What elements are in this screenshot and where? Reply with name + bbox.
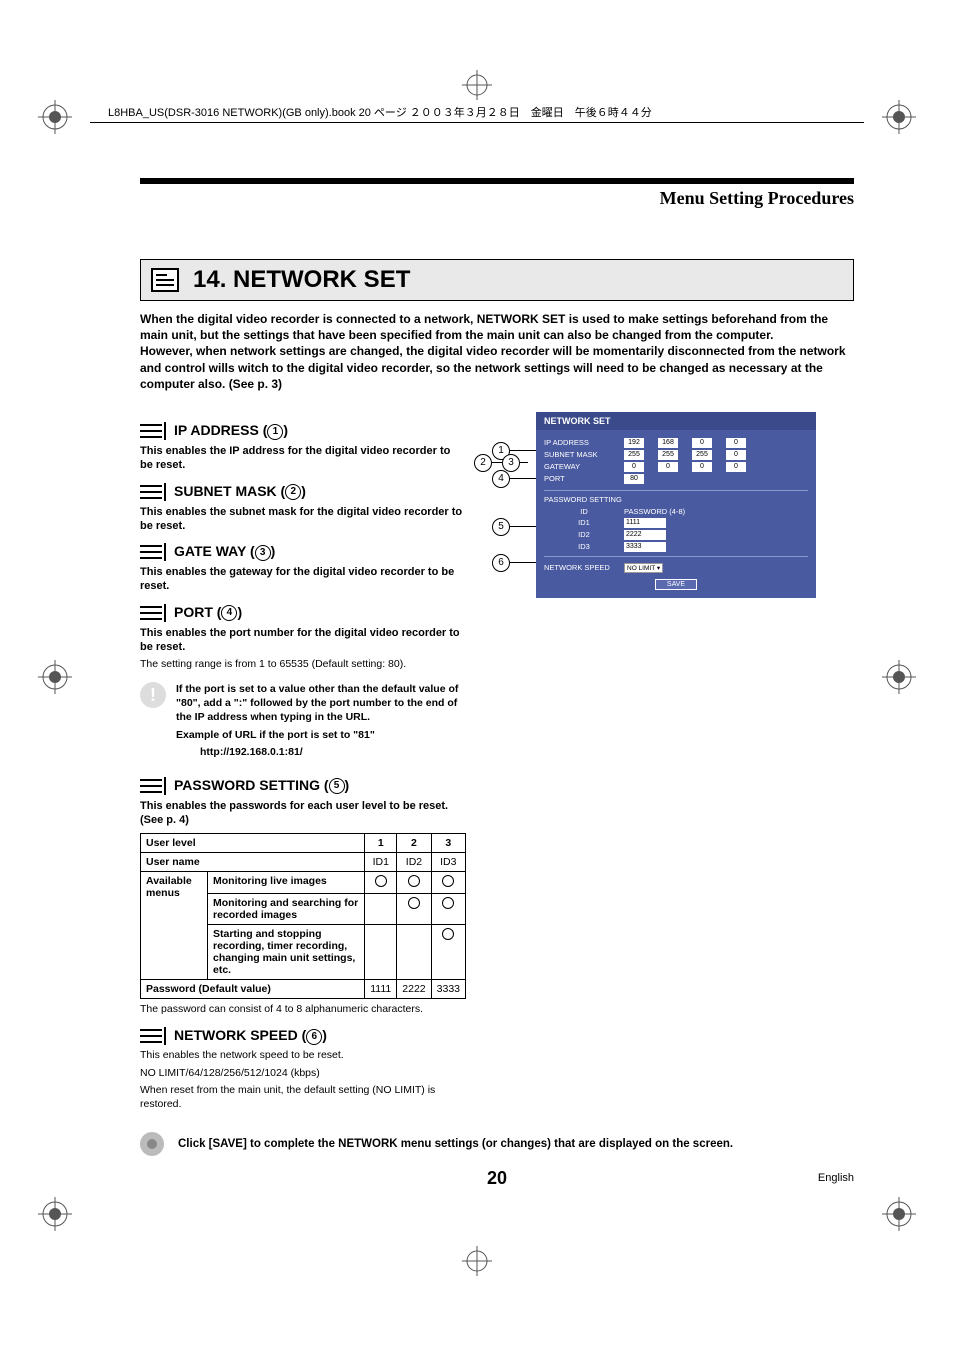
gateway-input[interactable]: 0 [624, 462, 644, 472]
circle-icon [375, 875, 387, 887]
callout-6: 6 [492, 554, 536, 572]
network-speed-heading: NETWORK SPEED (6) [140, 1027, 466, 1045]
list-icon [140, 483, 166, 501]
subnet-mask-desc: This enables the subnet mask for the dig… [140, 505, 466, 534]
circle-icon [442, 875, 454, 887]
circle-icon [442, 928, 454, 940]
gateway-input[interactable]: 0 [692, 462, 712, 472]
ip-input[interactable]: 0 [692, 438, 712, 448]
ip-address-desc: This enables the IP address for the digi… [140, 444, 466, 473]
panel-row-ip: IP ADDRESS 192 168 0 0 [544, 438, 808, 448]
port-input[interactable]: 80 [624, 474, 644, 484]
callout-5: 5 [492, 518, 536, 536]
panel-row-gateway: GATEWAY 0 0 0 0 [544, 462, 808, 472]
save-button[interactable]: SAVE [655, 579, 697, 590]
password-setting-desc: This enables the passwords for each user… [140, 799, 466, 828]
password-note: The password can consist of 4 to 8 alpha… [140, 1003, 466, 1017]
intro-paragraph: When the digital video recorder is conne… [140, 311, 854, 392]
crop-mark-icon [462, 1246, 492, 1281]
register-mark-icon [882, 100, 916, 134]
panel-row-port: PORT 80 [544, 474, 808, 484]
list-icon [140, 422, 166, 440]
callout-4: 4 [492, 470, 536, 488]
gateway-input[interactable]: 0 [726, 462, 746, 472]
circle-icon [408, 875, 420, 887]
register-mark-icon [38, 660, 72, 694]
dot-icon [140, 1132, 164, 1156]
top-black-bar [140, 178, 854, 184]
password-setting-heading: PASSWORD SETTING (5) [140, 777, 466, 795]
port-heading: PORT (4) [140, 604, 466, 622]
ip-address-heading: IP ADDRESS (1) [140, 422, 466, 440]
port-note: The setting range is from 1 to 65535 (De… [140, 658, 466, 672]
header-underline [90, 122, 864, 123]
list-icon [140, 604, 166, 622]
network-speed-select[interactable]: NO LIMIT ▾ [624, 563, 663, 573]
speed-line-1: This enables the network speed to be res… [140, 1049, 466, 1063]
list-icon [140, 777, 166, 795]
password-table: User level 1 2 3 User name ID1 ID2 ID3 A… [140, 833, 466, 999]
register-mark-icon [882, 660, 916, 694]
list-icon [140, 543, 166, 561]
page-number-row: 20 English [140, 1168, 854, 1189]
ip-input[interactable]: 192 [624, 438, 644, 448]
language-label: English [818, 1172, 854, 1184]
port-desc: This enables the port number for the dig… [140, 626, 466, 655]
print-header-text: L8HBA_US(DSR-3016 NETWORK)(GB only).book… [108, 104, 652, 120]
circle-icon [408, 897, 420, 909]
crop-mark-icon [462, 70, 492, 105]
gateway-desc: This enables the gateway for the digital… [140, 565, 466, 594]
speed-line-3: When reset from the main unit, the defau… [140, 1084, 466, 1111]
panel-title: NETWORK SET [536, 412, 816, 430]
chapter-heading-box: 14. NETWORK SET [140, 259, 854, 301]
chapter-title: 14. NETWORK SET [193, 266, 410, 294]
subnet-mask-heading: SUBNET MASK (2) [140, 483, 466, 501]
register-mark-icon [38, 1197, 72, 1231]
final-note: Click [SAVE] to complete the NETWORK men… [140, 1132, 854, 1156]
port-warning-box: ! If the port is set to a value other th… [140, 682, 466, 759]
list-icon [151, 268, 179, 292]
password-input[interactable]: 3333 [624, 542, 666, 552]
password-input[interactable]: 1111 [624, 518, 666, 528]
panel-password-section: PASSWORD SETTING IDPASSWORD (4-8) ID1111… [544, 490, 808, 557]
th-user-name: User name [141, 853, 365, 872]
list-icon [140, 1027, 166, 1045]
mask-input[interactable]: 255 [658, 450, 678, 460]
password-input[interactable]: 2222 [624, 530, 666, 540]
gateway-heading: GATE WAY (3) [140, 543, 466, 561]
speed-line-2: NO LIMIT/64/128/256/512/1024 (kbps) [140, 1067, 466, 1081]
mask-input[interactable]: 255 [692, 450, 712, 460]
warning-icon: ! [140, 682, 166, 708]
network-set-screenshot: 1 23 4 5 6 NETWORK SET IP ADDRESS 192 16… [536, 412, 816, 598]
th-user-level: User level [141, 834, 365, 853]
page-number: 20 [487, 1168, 507, 1188]
panel-row-mask: SUBNET MASK 255 255 255 0 [544, 450, 808, 460]
section-title: Menu Setting Procedures [140, 188, 854, 209]
warning-example-label: Example of URL if the port is set to "81… [176, 728, 466, 742]
register-mark-icon [38, 100, 72, 134]
circle-icon [442, 897, 454, 909]
gateway-input[interactable]: 0 [658, 462, 678, 472]
warning-example-url: http://192.168.0.1:81/ [176, 745, 466, 759]
ip-input[interactable]: 168 [658, 438, 678, 448]
ip-input[interactable]: 0 [726, 438, 746, 448]
th-available-menus: Available menus [141, 872, 208, 980]
warning-text: If the port is set to a value other than… [176, 682, 466, 725]
mask-input[interactable]: 255 [624, 450, 644, 460]
mask-input[interactable]: 0 [726, 450, 746, 460]
panel-row-speed: NETWORK SPEED NO LIMIT ▾ [544, 563, 808, 573]
register-mark-icon [882, 1197, 916, 1231]
th-password-default: Password (Default value) [141, 980, 365, 999]
